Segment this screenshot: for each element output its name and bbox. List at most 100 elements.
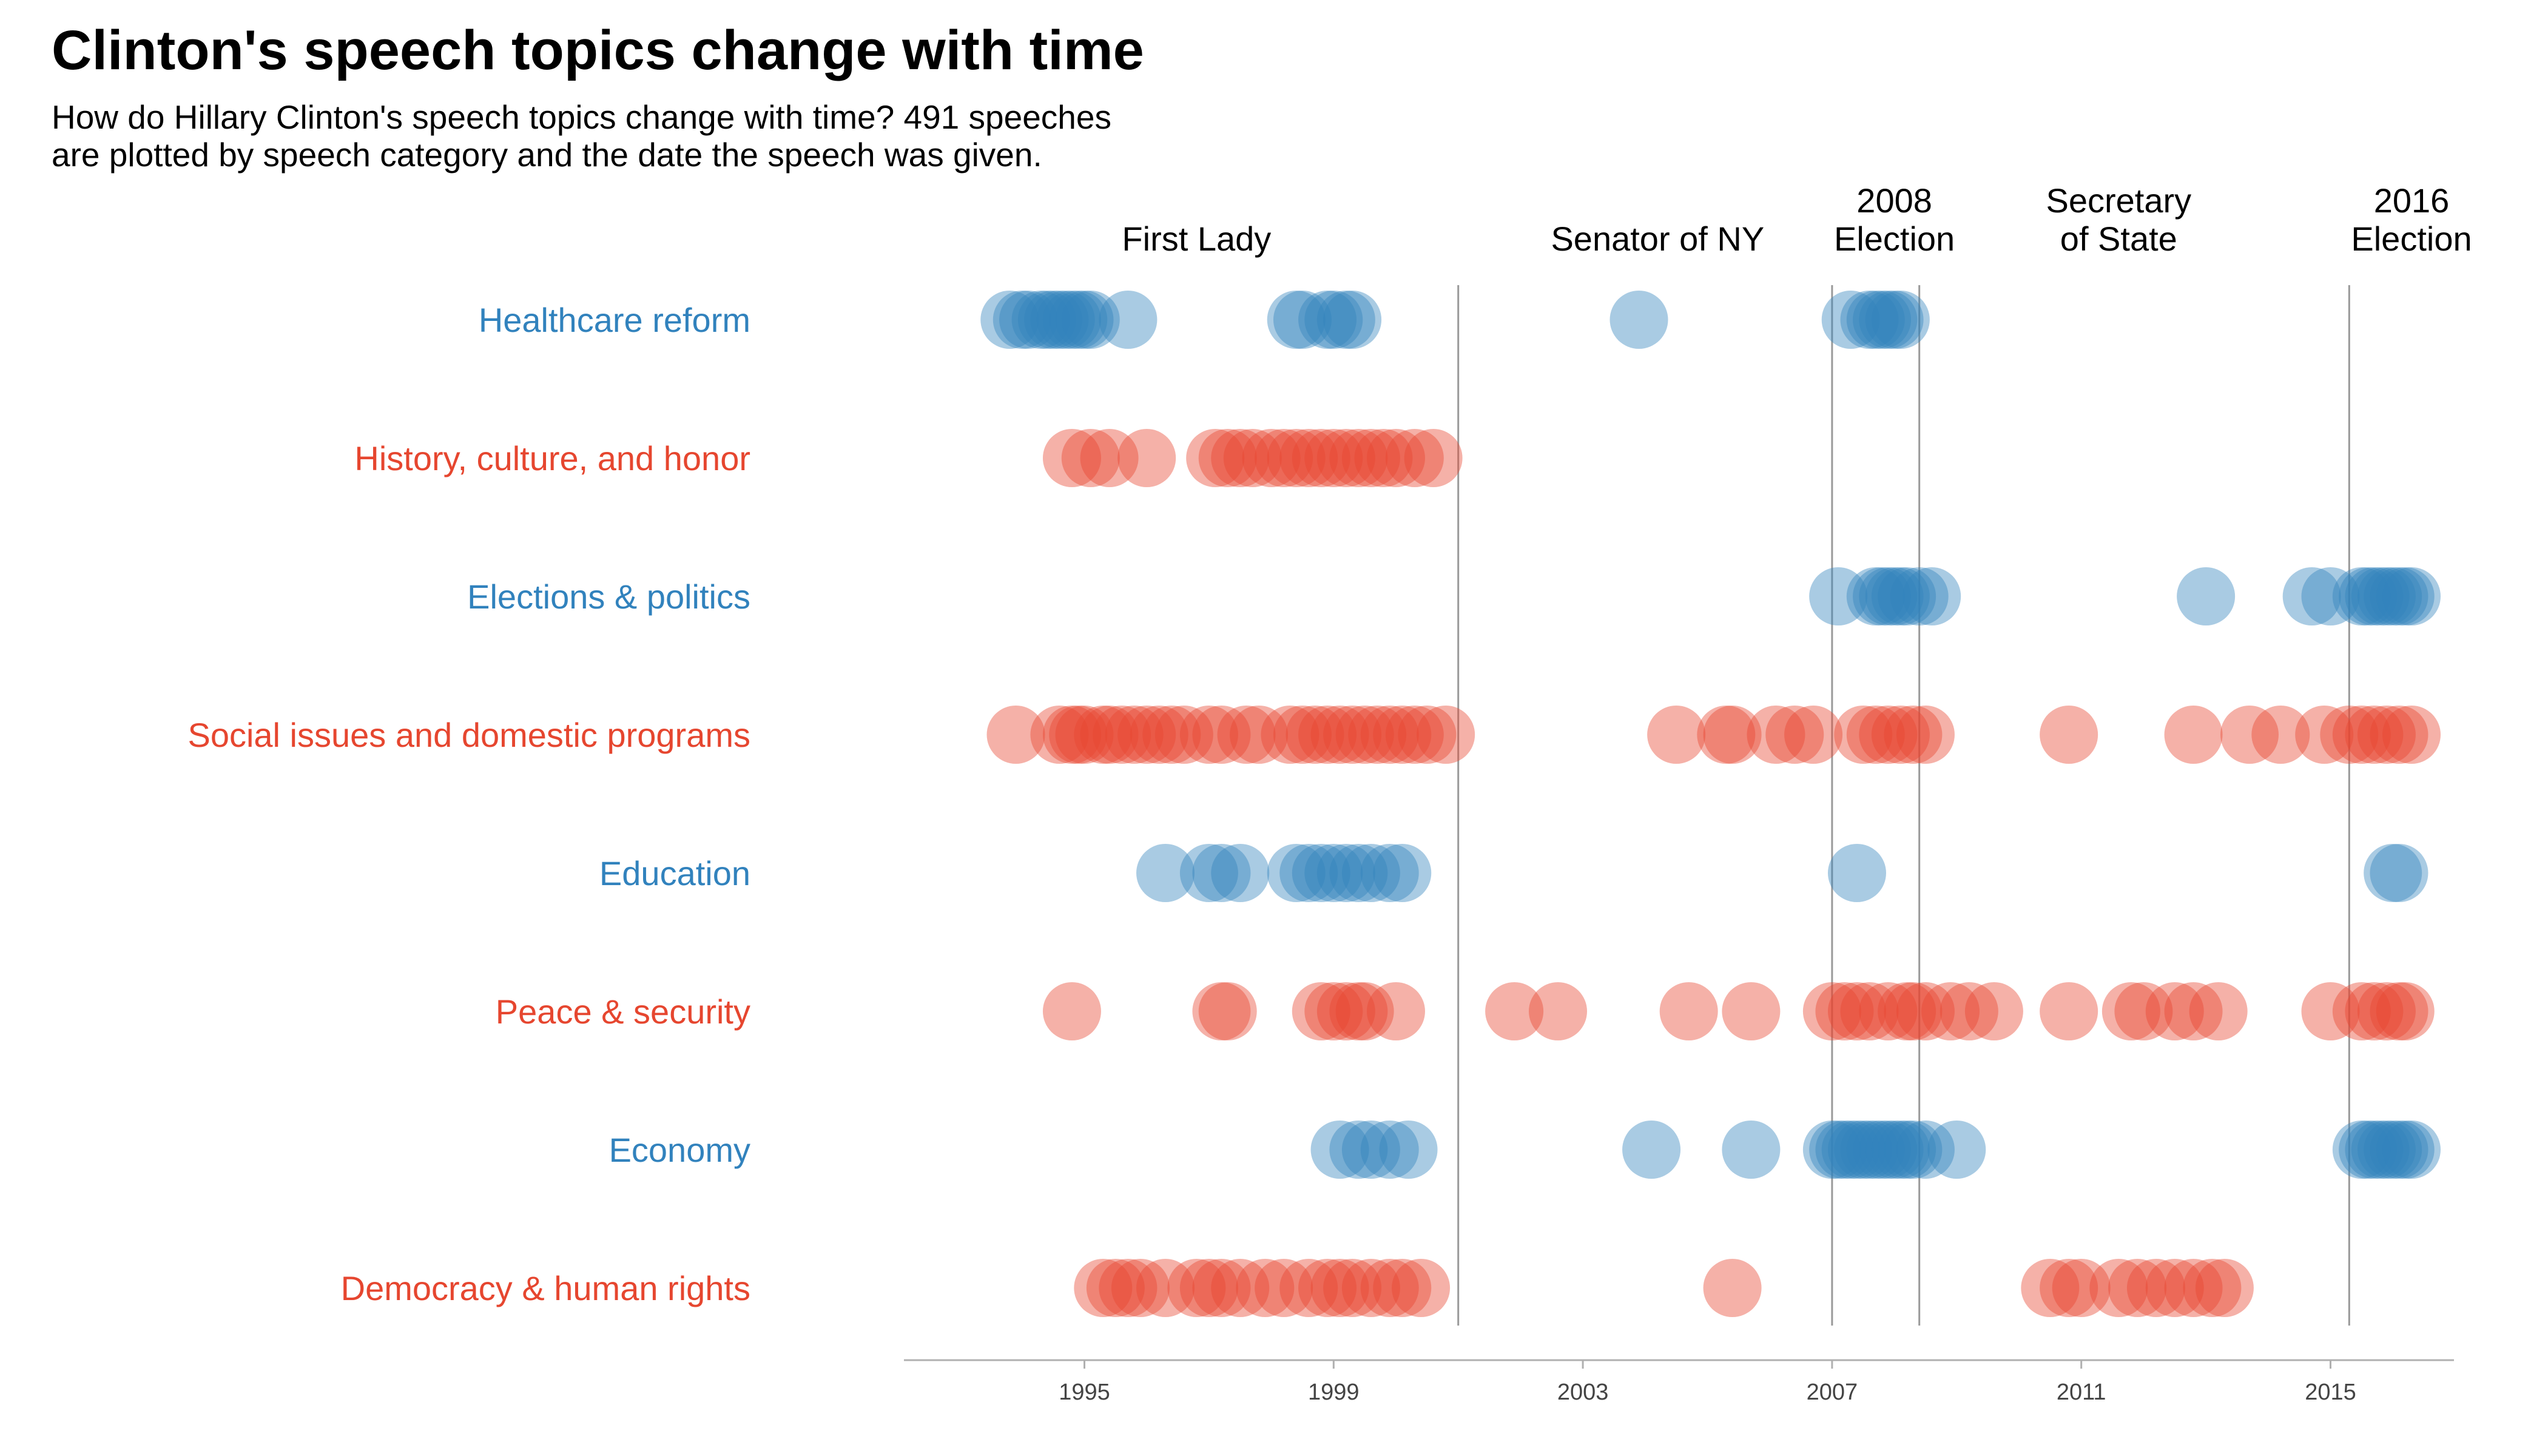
speech-dot	[1485, 982, 1544, 1040]
speech-dot	[1859, 706, 1918, 764]
x-tick-label: 2007	[1807, 1380, 1858, 1405]
speech-dot	[1042, 982, 1101, 1040]
speech-dot	[1111, 1259, 1170, 1317]
category-label: Social issues and domestic programs	[187, 716, 750, 754]
speech-dot	[1298, 291, 1357, 349]
speech-dot	[1329, 982, 1388, 1040]
speech-dot	[1279, 429, 1338, 487]
speech-dot	[1136, 844, 1195, 902]
speech-dot	[1360, 1121, 1419, 1179]
speech-dot	[1846, 706, 1905, 764]
speech-dot	[1821, 291, 1880, 349]
speech-dot	[1398, 706, 1457, 764]
speech-dot	[1310, 706, 1369, 764]
speech-dot	[2177, 567, 2236, 625]
speech-dot	[1042, 429, 1101, 487]
speech-dot	[1360, 706, 1419, 764]
speech-dot	[1186, 429, 1245, 487]
speech-dot	[1329, 429, 1388, 487]
speech-dot	[1341, 1121, 1400, 1179]
speech-dot	[2189, 982, 2248, 1040]
speech-dot	[1042, 291, 1101, 349]
speech-dot	[1417, 706, 1475, 764]
speech-dot	[2332, 1121, 2391, 1179]
speech-dot	[1167, 1259, 1226, 1317]
speech-dot	[1809, 1121, 1868, 1179]
speech-dot	[1255, 429, 1313, 487]
speech-dot	[1329, 844, 1388, 902]
speech-dot	[1865, 567, 1924, 625]
speech-dot	[1802, 982, 1861, 1040]
speech-dot	[1722, 982, 1781, 1040]
speech-dot	[2376, 1121, 2435, 1179]
speech-dot	[1747, 706, 1805, 764]
speech-dot	[1859, 1121, 1918, 1179]
subtitle-line-2: are plotted by speech category and the d…	[52, 136, 1042, 174]
speech-dot	[1304, 291, 1363, 349]
speech-dot	[1878, 567, 1936, 625]
divider-lines	[1457, 285, 2350, 1326]
category-label: Democracy & human rights	[341, 1269, 750, 1307]
speech-dot	[1367, 982, 1425, 1040]
speech-dot	[1117, 706, 1176, 764]
speech-dot	[1890, 567, 1949, 625]
speech-dot	[2195, 1259, 2254, 1317]
speech-dot	[1136, 1259, 1195, 1317]
speech-dot	[1154, 706, 1213, 764]
speech-dot	[1230, 706, 1289, 764]
speech-dot	[1385, 429, 1444, 487]
speech-dot	[1267, 844, 1326, 902]
speech-dot	[1659, 982, 1718, 1040]
speech-dot	[1859, 567, 1918, 625]
speech-dot	[1074, 1259, 1133, 1317]
speech-dot	[2101, 982, 2160, 1040]
speech-dot	[1853, 1121, 1912, 1179]
speech-dot	[986, 706, 1045, 764]
speech-dot	[1348, 706, 1407, 764]
speech-dot	[1859, 291, 1918, 349]
speech-dot	[1871, 706, 1930, 764]
speech-dot	[1367, 429, 1425, 487]
speech-dot	[1117, 429, 1176, 487]
speech-dot	[2345, 1121, 2404, 1179]
category-label: Healthcare reform	[479, 301, 750, 339]
speech-dot	[2382, 1121, 2441, 1179]
speech-dot	[1341, 844, 1400, 902]
speech-dots	[980, 291, 2441, 1317]
speech-dot	[1292, 844, 1350, 902]
chart-subtitle: How do Hillary Clinton's speech topics c…	[52, 98, 1111, 174]
speech-dot	[1179, 1259, 1238, 1317]
speech-dot	[1341, 1259, 1400, 1317]
speech-dot	[1722, 1121, 1781, 1179]
speech-dot	[2251, 706, 2310, 764]
speech-dot	[1061, 429, 1120, 487]
speech-dot	[1292, 982, 1350, 1040]
speech-dot	[2357, 706, 2416, 764]
speech-dot	[1316, 429, 1375, 487]
speech-dot	[1049, 706, 1108, 764]
speech-dot	[1834, 1121, 1893, 1179]
speech-dot	[1298, 706, 1357, 764]
speech-dot	[1827, 982, 1886, 1040]
speech-dot	[1379, 1121, 1438, 1179]
speech-dot	[2357, 567, 2416, 625]
speech-dot	[1273, 291, 1332, 349]
speech-dot	[2351, 1121, 2410, 1179]
speech-dot	[1255, 1259, 1313, 1317]
speech-dot	[1853, 567, 1912, 625]
speech-dot	[2345, 706, 2404, 764]
category-row	[1042, 982, 2435, 1040]
speech-dot	[2339, 1121, 2398, 1179]
speech-dot	[2089, 1259, 2148, 1317]
speech-dot	[2040, 982, 2098, 1040]
category-row	[980, 291, 1930, 349]
speech-dot	[2220, 706, 2279, 764]
speech-dot	[1609, 291, 1668, 349]
speech-dot	[1903, 567, 1961, 625]
speech-dot	[1049, 291, 1108, 349]
speech-dot	[1840, 982, 1899, 1040]
speech-dot	[2145, 1259, 2204, 1317]
speech-dot	[1080, 706, 1139, 764]
speech-dot	[1703, 706, 1762, 764]
